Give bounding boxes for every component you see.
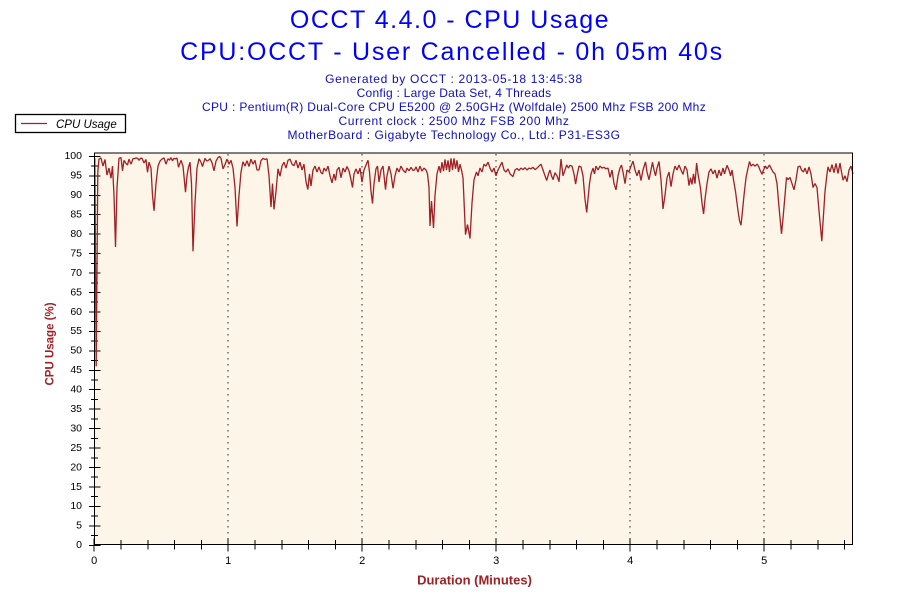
svg-text:85: 85 (70, 209, 82, 221)
svg-text:5: 5 (761, 555, 767, 567)
svg-text:4: 4 (627, 555, 633, 567)
svg-text:Duration (Minutes): Duration (Minutes) (417, 573, 532, 588)
svg-text:15: 15 (70, 481, 82, 493)
svg-text:3: 3 (493, 555, 499, 567)
svg-text:95: 95 (70, 170, 82, 182)
svg-text:20: 20 (70, 461, 82, 473)
svg-text:CPU Usage (%): CPU Usage (%) (44, 302, 56, 385)
svg-text:10: 10 (70, 500, 82, 512)
svg-text:0: 0 (76, 539, 82, 551)
svg-text:1: 1 (225, 555, 231, 567)
svg-text:25: 25 (70, 442, 82, 454)
svg-text:65: 65 (70, 286, 82, 298)
svg-text:55: 55 (70, 325, 82, 337)
svg-text:CPU Usage: CPU Usage (56, 119, 117, 131)
svg-text:30: 30 (70, 422, 82, 434)
svg-text:75: 75 (70, 247, 82, 259)
svg-text:100: 100 (64, 150, 82, 162)
svg-text:40: 40 (70, 384, 82, 396)
svg-text:45: 45 (70, 364, 82, 376)
svg-text:90: 90 (70, 189, 82, 201)
svg-text:50: 50 (70, 345, 82, 357)
svg-text:60: 60 (70, 306, 82, 318)
svg-text:0: 0 (91, 555, 97, 567)
svg-text:35: 35 (70, 403, 82, 415)
svg-text:70: 70 (70, 267, 82, 279)
svg-text:5: 5 (76, 520, 82, 532)
svg-text:80: 80 (70, 228, 82, 240)
svg-text:2: 2 (359, 555, 365, 567)
